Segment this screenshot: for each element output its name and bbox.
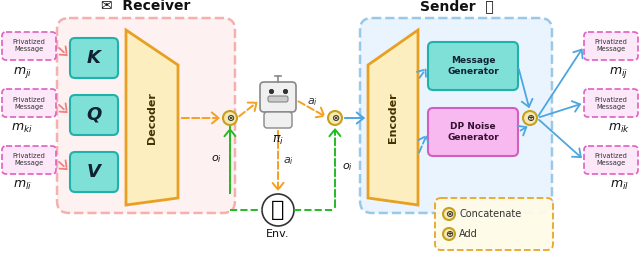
Text: Encoder: Encoder xyxy=(388,93,398,143)
Text: Decoder: Decoder xyxy=(147,92,157,144)
Text: Privatized
Message: Privatized Message xyxy=(595,96,627,109)
Text: $m_{ik}$: $m_{ik}$ xyxy=(608,122,630,135)
FancyBboxPatch shape xyxy=(57,18,235,213)
FancyBboxPatch shape xyxy=(268,96,288,102)
FancyBboxPatch shape xyxy=(584,89,638,117)
Circle shape xyxy=(223,111,237,125)
Text: ✉  Receiver: ✉ Receiver xyxy=(101,0,191,13)
Circle shape xyxy=(443,228,455,240)
Text: ⊗: ⊗ xyxy=(331,113,339,123)
Text: ⊕: ⊕ xyxy=(445,229,453,239)
Text: Privatized
Message: Privatized Message xyxy=(595,153,627,166)
FancyBboxPatch shape xyxy=(70,38,118,78)
Text: ⊗: ⊗ xyxy=(226,113,234,123)
FancyBboxPatch shape xyxy=(428,42,518,90)
Text: V: V xyxy=(87,163,101,181)
Text: $m_{li}$: $m_{li}$ xyxy=(13,179,31,192)
Circle shape xyxy=(262,194,294,226)
FancyBboxPatch shape xyxy=(260,82,296,112)
Polygon shape xyxy=(126,30,178,205)
Text: Privatized
Message: Privatized Message xyxy=(595,40,627,53)
Text: Privatized
Message: Privatized Message xyxy=(13,40,45,53)
Text: $o_i$: $o_i$ xyxy=(342,162,353,173)
FancyBboxPatch shape xyxy=(584,146,638,174)
Polygon shape xyxy=(368,30,418,205)
Text: 🌍: 🌍 xyxy=(271,200,285,220)
Text: $o_i$: $o_i$ xyxy=(211,154,222,165)
Text: $m_{ki}$: $m_{ki}$ xyxy=(11,122,33,135)
Text: DP Noise
Generator: DP Noise Generator xyxy=(447,122,499,142)
Text: $a_i$: $a_i$ xyxy=(283,155,294,167)
Text: ⊕: ⊕ xyxy=(526,113,534,123)
FancyBboxPatch shape xyxy=(264,112,292,128)
Text: Add: Add xyxy=(459,229,477,239)
Text: $m_{il}$: $m_{il}$ xyxy=(609,179,628,192)
Text: Env.: Env. xyxy=(266,229,290,239)
Text: Concatenate: Concatenate xyxy=(459,209,521,219)
Text: K: K xyxy=(87,49,101,67)
FancyBboxPatch shape xyxy=(360,18,552,213)
Text: $m_{ji}$: $m_{ji}$ xyxy=(13,65,31,80)
Text: $\pi_i$: $\pi_i$ xyxy=(272,134,284,147)
Text: Privatized
Message: Privatized Message xyxy=(13,96,45,109)
FancyBboxPatch shape xyxy=(70,95,118,135)
Text: Privatized
Message: Privatized Message xyxy=(13,153,45,166)
Circle shape xyxy=(443,208,455,220)
Circle shape xyxy=(523,111,537,125)
Text: $m_{ij}$: $m_{ij}$ xyxy=(609,65,628,80)
Circle shape xyxy=(328,111,342,125)
FancyBboxPatch shape xyxy=(435,198,553,250)
Text: Q: Q xyxy=(86,106,102,124)
Text: $a_i$: $a_i$ xyxy=(307,96,317,108)
FancyBboxPatch shape xyxy=(2,32,56,60)
FancyBboxPatch shape xyxy=(2,89,56,117)
FancyBboxPatch shape xyxy=(428,108,518,156)
FancyBboxPatch shape xyxy=(584,32,638,60)
Text: Message
Generator: Message Generator xyxy=(447,56,499,76)
Text: ⊗: ⊗ xyxy=(445,209,453,219)
FancyBboxPatch shape xyxy=(70,152,118,192)
Text: Sender  🔒: Sender 🔒 xyxy=(420,0,494,13)
FancyBboxPatch shape xyxy=(2,146,56,174)
